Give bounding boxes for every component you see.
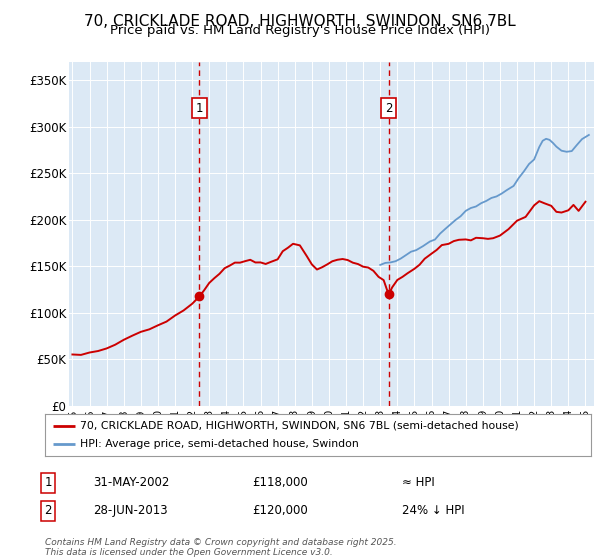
70, CRICKLADE ROAD, HIGHWORTH, SWINDON, SN6 7BL (semi-detached house) — [344, 256, 352, 263]
70, CRICKLADE ROAD, HIGHWORTH, SWINDON, SN6 7BL (semi-detached house) — [565, 207, 572, 214]
HPI: Average price, semi-detached house, Swindon: (2.02e+03, 1.77e+05): Average price, semi-detached house, Swin… — [426, 238, 433, 245]
HPI: Average price, semi-detached house, Swindon: (2.02e+03, 2.65e+05): Average price, semi-detached house, Swin… — [530, 156, 538, 163]
HPI: Average price, semi-detached house, Swindon: (2.01e+03, 1.66e+05): Average price, semi-detached house, Swin… — [407, 248, 415, 255]
HPI: Average price, semi-detached house, Swindon: (2.02e+03, 2.14e+05): Average price, semi-detached house, Swin… — [472, 203, 479, 210]
HPI: Average price, semi-detached house, Swindon: (2.02e+03, 2.85e+05): Average price, semi-detached house, Swin… — [539, 137, 546, 144]
70, CRICKLADE ROAD, HIGHWORTH, SWINDON, SN6 7BL (semi-detached house) — [252, 259, 259, 266]
Text: 31-MAY-2002: 31-MAY-2002 — [93, 476, 169, 489]
HPI: Average price, semi-detached house, Swindon: (2.01e+03, 1.54e+05): Average price, semi-detached house, Swin… — [382, 259, 389, 266]
HPI: Average price, semi-detached house, Swindon: (2.02e+03, 2.25e+05): Average price, semi-detached house, Swin… — [493, 193, 500, 200]
Text: 1: 1 — [196, 102, 203, 115]
HPI: Average price, semi-detached house, Swindon: (2.02e+03, 2.73e+05): Average price, semi-detached house, Swin… — [563, 148, 570, 155]
HPI: Average price, semi-detached house, Swindon: (2.02e+03, 2.24e+05): Average price, semi-detached house, Swin… — [488, 194, 495, 201]
HPI: Average price, semi-detached house, Swindon: (2.02e+03, 2.2e+05): Average price, semi-detached house, Swin… — [482, 198, 490, 204]
HPI: Average price, semi-detached house, Swindon: (2.02e+03, 2.1e+05): Average price, semi-detached house, Swin… — [462, 208, 469, 214]
Text: £120,000: £120,000 — [252, 504, 308, 517]
HPI: Average price, semi-detached house, Swindon: (2.02e+03, 1.95e+05): Average price, semi-detached house, Swin… — [447, 221, 454, 228]
70, CRICKLADE ROAD, HIGHWORTH, SWINDON, SN6 7BL (semi-detached house) — [69, 351, 76, 358]
HPI: Average price, semi-detached house, Swindon: (2.02e+03, 2.13e+05): Average price, semi-detached house, Swin… — [467, 204, 475, 211]
HPI: Average price, semi-detached house, Swindon: (2.02e+03, 2.78e+05): Average price, semi-detached house, Swin… — [536, 144, 543, 151]
Text: ≈ HPI: ≈ HPI — [402, 476, 435, 489]
HPI: Average price, semi-detached house, Swindon: (2.02e+03, 2.86e+05): Average price, semi-detached house, Swin… — [546, 137, 553, 143]
70, CRICKLADE ROAD, HIGHWORTH, SWINDON, SN6 7BL (semi-detached house) — [196, 293, 203, 300]
HPI: Average price, semi-detached house, Swindon: (2.02e+03, 2.28e+05): Average price, semi-detached house, Swin… — [498, 190, 505, 197]
Text: 28-JUN-2013: 28-JUN-2013 — [93, 504, 167, 517]
70, CRICKLADE ROAD, HIGHWORTH, SWINDON, SN6 7BL (semi-detached house) — [582, 198, 589, 205]
Text: 2: 2 — [44, 504, 52, 517]
70, CRICKLADE ROAD, HIGHWORTH, SWINDON, SN6 7BL (semi-detached house) — [274, 256, 281, 263]
HPI: Average price, semi-detached house, Swindon: (2.02e+03, 2.36e+05): Average price, semi-detached house, Swin… — [510, 183, 517, 189]
Text: Contains HM Land Registry data © Crown copyright and database right 2025.
This d: Contains HM Land Registry data © Crown c… — [45, 538, 397, 557]
HPI: Average price, semi-detached house, Swindon: (2.02e+03, 2.74e+05): Average price, semi-detached house, Swin… — [558, 147, 565, 154]
HPI: Average price, semi-detached house, Swindon: (2.02e+03, 1.67e+05): Average price, semi-detached house, Swin… — [413, 247, 420, 254]
HPI: Average price, semi-detached house, Swindon: (2.02e+03, 2.18e+05): Average price, semi-detached house, Swin… — [478, 200, 485, 207]
HPI: Average price, semi-detached house, Swindon: (2.02e+03, 1.79e+05): Average price, semi-detached house, Swin… — [431, 236, 439, 243]
Line: HPI: Average price, semi-detached house, Swindon: HPI: Average price, semi-detached house,… — [380, 135, 589, 265]
HPI: Average price, semi-detached house, Swindon: (2.02e+03, 2.8e+05): Average price, semi-detached house, Swin… — [573, 142, 580, 148]
HPI: Average price, semi-detached house, Swindon: (2.02e+03, 2.83e+05): Average price, semi-detached house, Swin… — [550, 139, 557, 146]
Text: HPI: Average price, semi-detached house, Swindon: HPI: Average price, semi-detached house,… — [80, 440, 359, 450]
HPI: Average price, semi-detached house, Swindon: (2.01e+03, 1.56e+05): Average price, semi-detached house, Swin… — [392, 258, 399, 264]
HPI: Average price, semi-detached house, Swindon: (2.02e+03, 1.85e+05): Average price, semi-detached house, Swin… — [436, 230, 443, 237]
Text: 70, CRICKLADE ROAD, HIGHWORTH, SWINDON, SN6 7BL: 70, CRICKLADE ROAD, HIGHWORTH, SWINDON, … — [84, 14, 516, 29]
Line: 70, CRICKLADE ROAD, HIGHWORTH, SWINDON, SN6 7BL (semi-detached house): 70, CRICKLADE ROAD, HIGHWORTH, SWINDON, … — [73, 201, 586, 355]
Text: 2: 2 — [385, 102, 392, 115]
HPI: Average price, semi-detached house, Swindon: (2.02e+03, 2.32e+05): Average price, semi-detached house, Swin… — [503, 186, 511, 193]
Text: 24% ↓ HPI: 24% ↓ HPI — [402, 504, 464, 517]
HPI: Average price, semi-detached house, Swindon: (2.02e+03, 2.04e+05): Average price, semi-detached house, Swin… — [457, 213, 464, 220]
HPI: Average price, semi-detached house, Swindon: (2.02e+03, 2.52e+05): Average price, semi-detached house, Swin… — [520, 168, 527, 175]
HPI: Average price, semi-detached house, Swindon: (2.02e+03, 2.87e+05): Average price, semi-detached house, Swin… — [542, 136, 550, 142]
HPI: Average price, semi-detached house, Swindon: (2.02e+03, 2.74e+05): Average price, semi-detached house, Swin… — [568, 148, 575, 155]
HPI: Average price, semi-detached house, Swindon: (2.02e+03, 2.87e+05): Average price, semi-detached house, Swin… — [578, 136, 586, 142]
Text: 1: 1 — [44, 476, 52, 489]
HPI: Average price, semi-detached house, Swindon: (2.02e+03, 2.79e+05): Average price, semi-detached house, Swin… — [553, 143, 560, 150]
Text: Price paid vs. HM Land Registry's House Price Index (HPI): Price paid vs. HM Land Registry's House … — [110, 24, 490, 37]
HPI: Average price, semi-detached house, Swindon: (2.02e+03, 1.72e+05): Average price, semi-detached house, Swin… — [419, 243, 427, 250]
HPI: Average price, semi-detached house, Swindon: (2.01e+03, 1.52e+05): Average price, semi-detached house, Swin… — [377, 262, 384, 268]
HPI: Average price, semi-detached house, Swindon: (2.02e+03, 1.9e+05): Average price, semi-detached house, Swin… — [442, 226, 449, 232]
70, CRICKLADE ROAD, HIGHWORTH, SWINDON, SN6 7BL (semi-detached house) — [77, 352, 85, 358]
HPI: Average price, semi-detached house, Swindon: (2.02e+03, 2.45e+05): Average price, semi-detached house, Swin… — [515, 175, 523, 181]
HPI: Average price, semi-detached house, Swindon: (2.01e+03, 1.54e+05): Average price, semi-detached house, Swin… — [387, 259, 394, 266]
HPI: Average price, semi-detached house, Swindon: (2.02e+03, 2.6e+05): Average price, semi-detached house, Swin… — [526, 161, 533, 167]
HPI: Average price, semi-detached house, Swindon: (2.01e+03, 1.58e+05): Average price, semi-detached house, Swin… — [397, 255, 404, 262]
HPI: Average price, semi-detached house, Swindon: (2.03e+03, 2.91e+05): Average price, semi-detached house, Swin… — [585, 132, 592, 138]
Text: 70, CRICKLADE ROAD, HIGHWORTH, SWINDON, SN6 7BL (semi-detached house): 70, CRICKLADE ROAD, HIGHWORTH, SWINDON, … — [80, 421, 519, 431]
HPI: Average price, semi-detached house, Swindon: (2.01e+03, 1.62e+05): Average price, semi-detached house, Swin… — [402, 252, 409, 259]
Text: £118,000: £118,000 — [252, 476, 308, 489]
70, CRICKLADE ROAD, HIGHWORTH, SWINDON, SN6 7BL (semi-detached house) — [257, 259, 264, 266]
HPI: Average price, semi-detached house, Swindon: (2.02e+03, 2e+05): Average price, semi-detached house, Swin… — [452, 217, 459, 223]
70, CRICKLADE ROAD, HIGHWORTH, SWINDON, SN6 7BL (semi-detached house) — [536, 198, 543, 204]
